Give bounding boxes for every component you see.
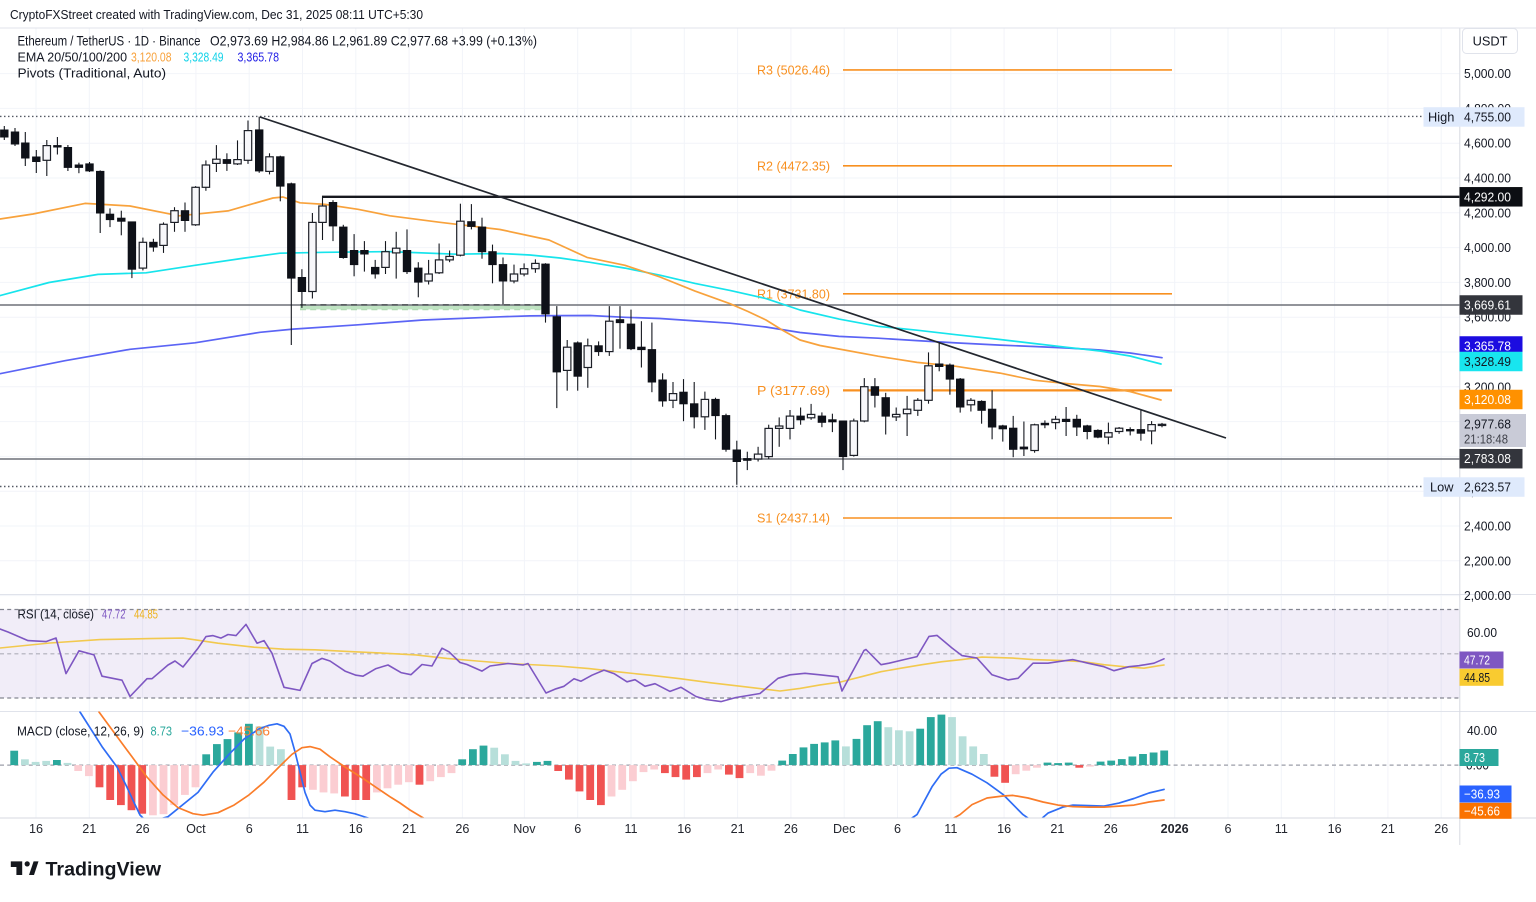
svg-text:26: 26: [136, 822, 150, 836]
svg-text:4,600.00: 4,600.00: [1464, 136, 1511, 151]
svg-text:−36.93: −36.93: [1464, 787, 1500, 802]
svg-text:2,400.00: 2,400.00: [1464, 519, 1511, 534]
svg-text:60.00: 60.00: [1467, 625, 1497, 640]
svg-text:6: 6: [894, 822, 901, 836]
svg-text:3,120.08: 3,120.08: [1464, 392, 1511, 407]
svg-text:26: 26: [784, 822, 798, 836]
svg-text:S1 (2437.14): S1 (2437.14): [757, 511, 830, 526]
svg-text:P (3177.69): P (3177.69): [757, 383, 830, 398]
svg-text:4,200.00: 4,200.00: [1464, 205, 1511, 220]
svg-text:44.85: 44.85: [1464, 670, 1490, 685]
svg-text:2,977.68: 2,977.68: [1464, 417, 1511, 432]
svg-text:21: 21: [1050, 822, 1064, 836]
svg-text:21: 21: [1381, 822, 1395, 836]
svg-text:21:18:48: 21:18:48: [1464, 432, 1508, 447]
svg-text:4,000.00: 4,000.00: [1464, 240, 1511, 255]
svg-text:2,200.00: 2,200.00: [1464, 553, 1511, 568]
svg-text:USDT: USDT: [1473, 34, 1508, 49]
svg-text:MACD (close, 12, 26, 9)8.73−36: MACD (close, 12, 26, 9) 8.73 −36.93 −45.66: [17, 724, 270, 739]
svg-text:4,292.00: 4,292.00: [1464, 189, 1511, 204]
svg-text:Ethereum / TetherUS · 1D · Bin: Ethereum / TetherUS · 1D · Binance O2,973…: [18, 34, 538, 49]
svg-text:3,328.49: 3,328.49: [1464, 354, 1511, 369]
svg-text:4,400.00: 4,400.00: [1464, 171, 1511, 186]
svg-text:11: 11: [944, 822, 957, 836]
svg-text:16: 16: [349, 822, 363, 836]
svg-text:CryptoFXStreet created with Tr: CryptoFXStreet created with TradingView.…: [10, 7, 423, 22]
svg-text:11: 11: [1275, 822, 1288, 836]
svg-text:Nov: Nov: [513, 822, 536, 836]
svg-text:6: 6: [246, 822, 253, 836]
svg-text:6: 6: [574, 822, 581, 836]
svg-text:2,783.08: 2,783.08: [1464, 451, 1511, 466]
svg-text:26: 26: [1434, 822, 1448, 836]
svg-text:3,365.78: 3,365.78: [1464, 339, 1511, 354]
svg-text:3,669.61: 3,669.61: [1464, 298, 1511, 313]
svg-text:R3 (5026.46): R3 (5026.46): [757, 62, 830, 77]
svg-text:11: 11: [624, 822, 637, 836]
svg-text:26: 26: [455, 822, 469, 836]
svg-text:26: 26: [1104, 822, 1118, 836]
svg-text:21: 21: [731, 822, 745, 836]
svg-text:6: 6: [1224, 822, 1231, 836]
svg-text:16: 16: [677, 822, 691, 836]
svg-text:R2 (4472.35): R2 (4472.35): [757, 158, 830, 173]
svg-text:2,623.57: 2,623.57: [1464, 480, 1511, 495]
svg-text:11: 11: [296, 822, 309, 836]
svg-text:2,000.00: 2,000.00: [1464, 588, 1511, 603]
svg-text:21: 21: [402, 822, 416, 836]
svg-text:8.73: 8.73: [1464, 750, 1485, 765]
svg-text:2026: 2026: [1161, 822, 1189, 836]
svg-text:16: 16: [29, 822, 43, 836]
svg-text:Pivots (Traditional, Auto): Pivots (Traditional, Auto): [18, 66, 167, 81]
svg-text:3,800.00: 3,800.00: [1464, 275, 1511, 290]
svg-text:21: 21: [82, 822, 96, 836]
svg-text:16: 16: [1328, 822, 1342, 836]
svg-text:Low: Low: [1430, 480, 1454, 495]
svg-text:High: High: [1428, 109, 1454, 124]
svg-text:Dec: Dec: [833, 822, 855, 836]
svg-text:TradingView: TradingView: [46, 859, 162, 880]
svg-text:40.00: 40.00: [1467, 723, 1497, 738]
svg-text:−45.66: −45.66: [1464, 803, 1500, 818]
svg-text:47.72: 47.72: [1464, 653, 1490, 668]
svg-text:Oct: Oct: [186, 822, 206, 836]
svg-text:16: 16: [997, 822, 1011, 836]
svg-text:4,755.00: 4,755.00: [1464, 109, 1511, 124]
svg-text:5,000.00: 5,000.00: [1464, 66, 1511, 81]
